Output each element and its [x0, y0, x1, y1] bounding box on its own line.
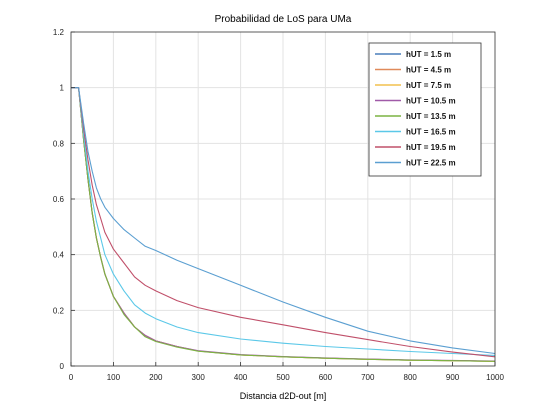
- x-tick-label: 900: [446, 373, 460, 382]
- x-tick-label: 200: [149, 373, 163, 382]
- x-tick-label: 1000: [486, 373, 504, 382]
- legend-label: hUT = 22.5 m: [406, 159, 456, 168]
- series-line-7: [71, 87, 496, 355]
- series-layer: [71, 87, 496, 362]
- legend-box: [368, 42, 482, 177]
- y-tick-label: 0.8: [53, 139, 65, 148]
- legend-label: hUT = 13.5 m: [406, 112, 456, 121]
- x-axis-ticks: 0 100 200 300 400 500 600 700 800 900 1000: [69, 362, 504, 382]
- y-tick-label: 0: [60, 362, 65, 371]
- y-tick-label: 1.2: [53, 28, 65, 37]
- x-tick-label: 100: [107, 373, 121, 382]
- x-tick-label: 400: [234, 373, 248, 382]
- series-line-5: [71, 87, 496, 356]
- x-tick-label: 800: [404, 373, 418, 382]
- y-tick-label: 0.4: [53, 251, 65, 260]
- x-tick-label: 700: [361, 373, 375, 382]
- series-line-6: [71, 87, 496, 358]
- legend-label: hUT = 4.5 m: [406, 66, 451, 75]
- x-axis-title: Distancia d2D-out [m]: [240, 391, 327, 401]
- y-axis-ticks: 0 0.2 0.4 0.6 0.8 1 1.2: [53, 28, 75, 371]
- x-tick-label: 0: [69, 373, 74, 382]
- series-line-4: [71, 87, 496, 362]
- y-tick-label: 1: [60, 84, 65, 93]
- legend-label: hUT = 7.5 m: [406, 81, 451, 90]
- x-tick-label: 500: [276, 373, 290, 382]
- y-tick-label: 0.6: [53, 195, 65, 204]
- legend-label: hUT = 1.5 m: [406, 50, 451, 59]
- y-tick-label: 0.2: [53, 306, 65, 315]
- x-tick-label: 300: [192, 373, 206, 382]
- legend-label: hUT = 19.5 m: [406, 143, 456, 152]
- legend-label: hUT = 16.5 m: [406, 128, 456, 137]
- legend-label: hUT = 10.5 m: [406, 97, 456, 106]
- chart-title: Probabilidad de LoS para UMa: [215, 14, 352, 25]
- x-tick-label: 600: [319, 373, 333, 382]
- legend: hUT = 1.5 m hUT = 4.5 m hUT = 7.5 m hUT = 1…: [368, 42, 482, 177]
